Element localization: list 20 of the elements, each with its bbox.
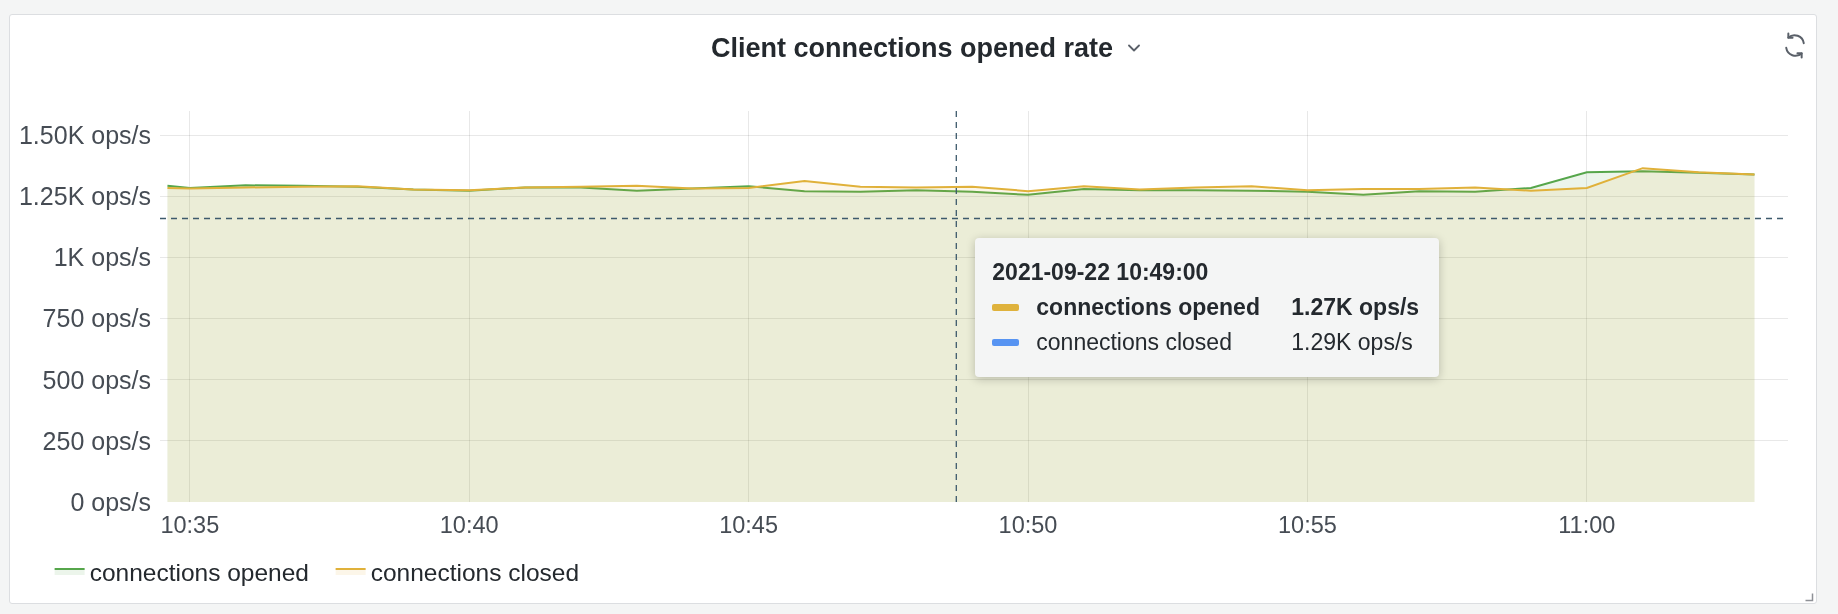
x-tick-label: 10:35 (160, 511, 220, 538)
annotation: 1.27K ops/s (1291, 292, 1420, 322)
y-tick-label: 1K ops/s (53, 243, 151, 272)
x-tick-label: 10:40 (439, 511, 499, 538)
x-tick-label: 10:50 (998, 511, 1058, 538)
y-tick-label: 0 ops/s (70, 487, 151, 516)
y-tick-label: 500 ops/s (42, 365, 151, 394)
legend-label: connections opened (89, 558, 309, 586)
x-tick-label: 10:45 (719, 511, 779, 538)
y-tick-label: 1.25K ops/s (18, 182, 151, 211)
x-tick-label: 11:00 (1558, 511, 1616, 538)
tooltip: 2021-09-22 10:49:00 connections opened 1.27K ops/s connections closed 1.29K ops/s (975, 237, 1440, 377)
legend-label: connections closed (370, 558, 580, 586)
annotation: 2021-09-22 10:49:00 (992, 257, 1210, 287)
x-tick-label: 10:55 (1278, 511, 1337, 538)
chart-title: Client connections opened rate (710, 33, 1114, 63)
y-tick-label: 1.50K ops/s (18, 121, 151, 150)
annotation: 1.29K ops/s (1291, 327, 1413, 357)
y-tick-label: 250 ops/s (42, 426, 151, 455)
y-tick-label: 750 ops/s (42, 304, 151, 333)
